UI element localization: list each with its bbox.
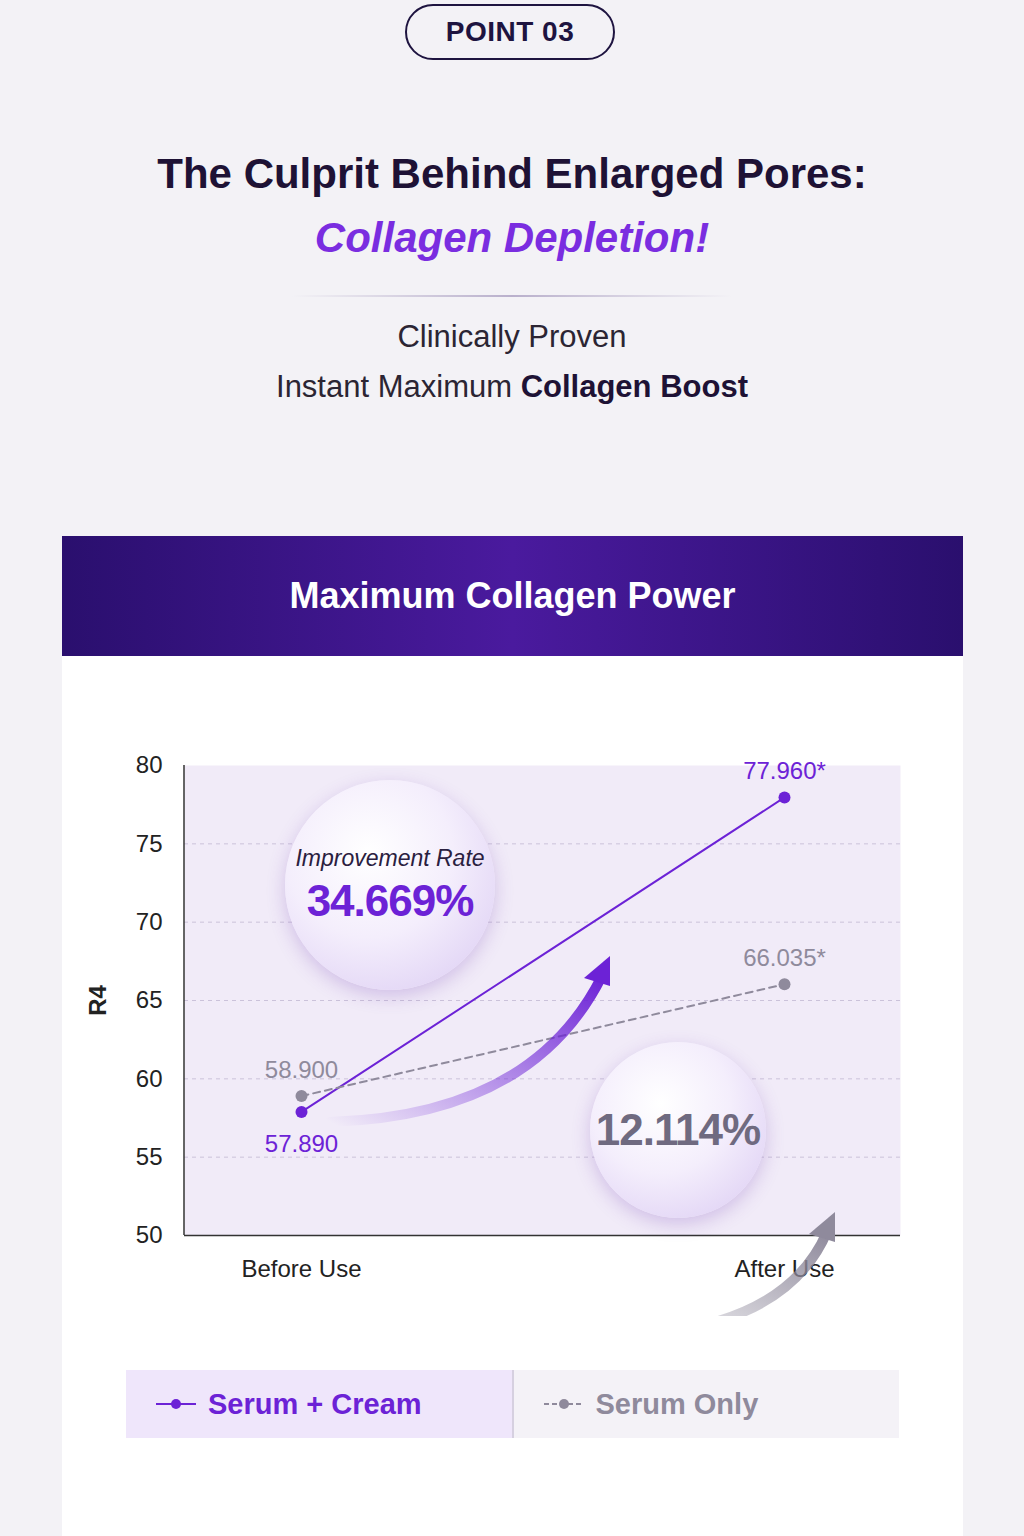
svg-text:60: 60 (136, 1065, 163, 1092)
html-text:Serum Only: Serum Only (595, 1387, 759, 1420)
svg-text:75: 75 (136, 830, 163, 857)
svg-text:77.960*: 77.960* (743, 757, 826, 784)
svg-text:Before Use: Before Use (241, 1255, 361, 1282)
svg-text:55: 55 (136, 1143, 163, 1170)
html-text:Collagen Depletion!: Collagen Depletion! (314, 214, 710, 261)
html-text:34.669%: 34.669% (306, 875, 474, 925)
svg-text:66.035*: 66.035* (743, 944, 826, 971)
html-text:Serum + Cream: Serum + Cream (208, 1387, 422, 1420)
html-text:Instant Maximum Collagen Boost: Instant Maximum Collagen Boost (276, 369, 748, 404)
svg-text:R4: R4 (84, 985, 111, 1016)
html-text:The Culprit Behind Enlarged Po: The Culprit Behind Enlarged Pores: (157, 150, 867, 197)
svg-text:57.890: 57.890 (265, 1130, 338, 1157)
svg-text:65: 65 (136, 986, 163, 1013)
svg-text:70: 70 (136, 908, 163, 935)
svg-text:58.900: 58.900 (265, 1056, 338, 1083)
svg-text:80: 80 (136, 751, 163, 778)
html-text:POINT 03: POINT 03 (445, 16, 575, 47)
svg-text:After Use: After Use (734, 1255, 834, 1282)
html-text:Improvement Rate: Improvement Rate (295, 844, 485, 871)
html-text:Clinically Proven: Clinically Proven (397, 319, 627, 354)
html-text:12.114%: 12.114% (595, 1105, 761, 1154)
svg-text:50: 50 (136, 1221, 163, 1248)
html-text:Maximum Collagen Power: Maximum Collagen Power (289, 575, 736, 616)
